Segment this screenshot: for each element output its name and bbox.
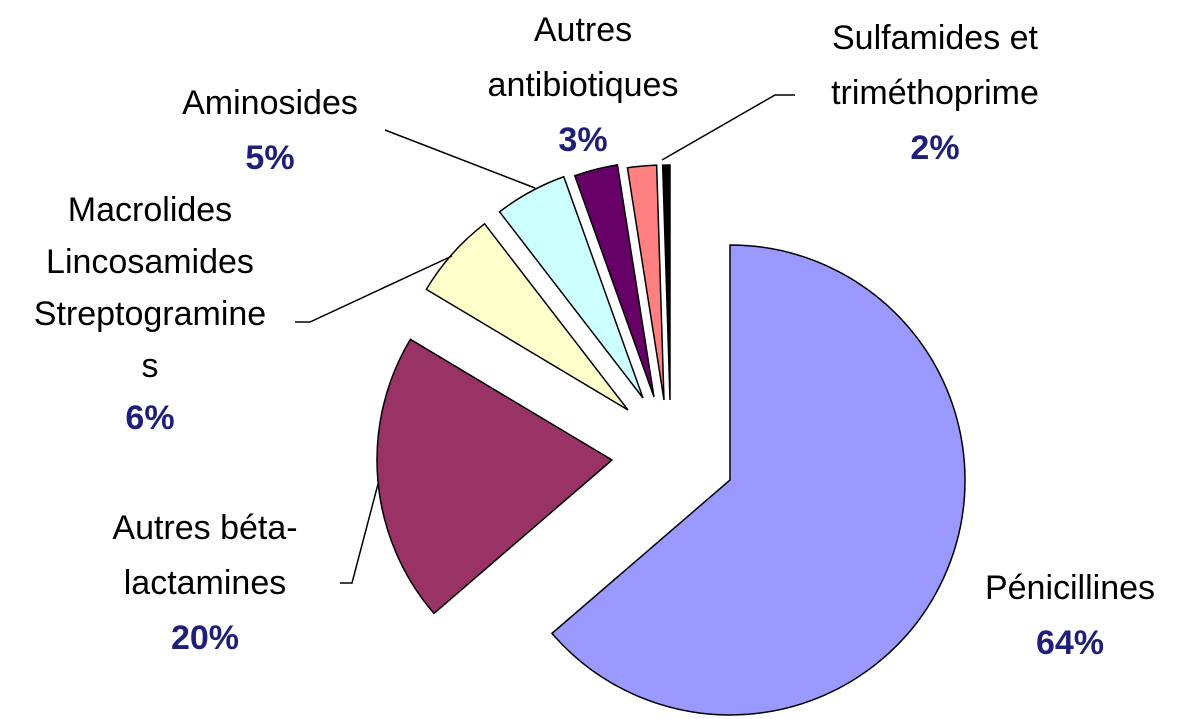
slice-label: Aminosides [182,84,358,122]
slice-label: Sulfamides et [832,19,1039,57]
leader-line [384,129,536,189]
pie-slice [425,222,629,411]
slice-label: lactamines [124,564,287,602]
pie-slice [376,338,614,615]
slice-label: s [142,347,159,385]
slice-label: Lincosamides [46,243,254,281]
slice-label: Macrolides [68,191,232,229]
leader-line [340,483,379,584]
slice-value-label: 64% [1036,624,1104,662]
slice-value-label: 3% [558,121,607,159]
slice-label: Pénicillines [985,569,1155,607]
slice-label: Autres [534,11,632,49]
leader-line [295,255,453,323]
pie-slice [550,244,966,716]
slice-label: Autres béta- [112,509,297,547]
slice-value-label: 2% [910,129,959,167]
pie-slice [661,164,671,401]
slice-value-label: 5% [245,139,294,177]
slice-label: antibiotiques [488,66,679,104]
leader-line [661,94,795,161]
pie-slice [498,175,644,399]
pie-slice [626,164,665,401]
slice-value-label: 20% [171,619,239,657]
pie-slice [573,164,655,398]
slice-label: triméthoprime [831,74,1039,112]
slice-value-label: 6% [125,399,174,437]
slice-label: Streptogramine [34,295,266,333]
